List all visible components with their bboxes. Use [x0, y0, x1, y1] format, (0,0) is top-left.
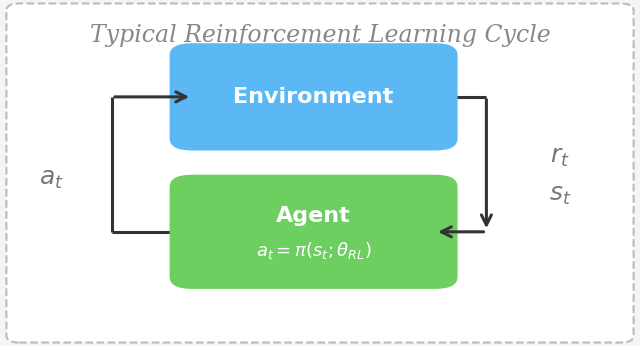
FancyBboxPatch shape — [6, 3, 634, 343]
Text: Environment: Environment — [234, 87, 394, 107]
FancyBboxPatch shape — [170, 43, 458, 151]
FancyBboxPatch shape — [170, 175, 458, 289]
Text: $s_t$: $s_t$ — [548, 184, 572, 207]
Text: $r_t$: $r_t$ — [550, 146, 570, 169]
Text: Typical Reinforcement Learning Cycle: Typical Reinforcement Learning Cycle — [90, 24, 550, 47]
Text: Agent: Agent — [276, 206, 351, 226]
Text: $a_t$: $a_t$ — [39, 169, 63, 191]
Text: $a_t = \pi(s_t; \theta_{RL})$: $a_t = \pi(s_t; \theta_{RL})$ — [256, 240, 371, 261]
